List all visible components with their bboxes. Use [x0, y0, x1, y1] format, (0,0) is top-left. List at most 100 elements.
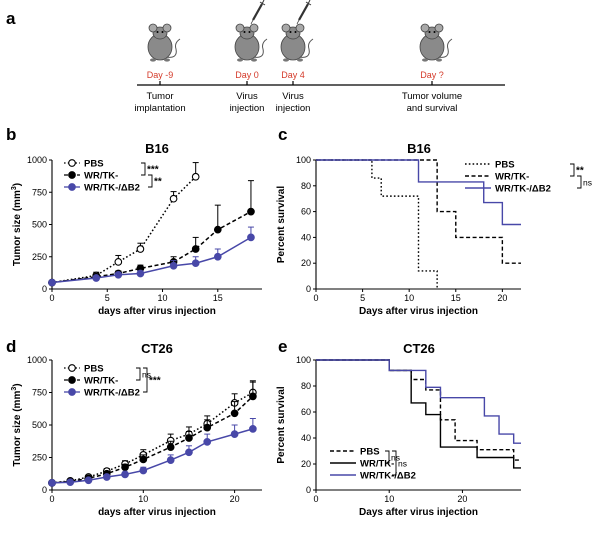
x-tick-label: 15 — [213, 293, 223, 303]
bracket-line — [392, 450, 397, 476]
y-tick-label: 100 — [296, 355, 311, 365]
timeline-desc: injection — [276, 103, 311, 114]
significance-label: *** — [147, 165, 159, 176]
y-axis-label: Tumor size (mm3) — [11, 383, 23, 466]
data-point — [191, 245, 200, 253]
y-axis-label: Percent survival — [276, 186, 287, 263]
series-wr-tk-b2 — [48, 418, 257, 487]
x-tick-label: 5 — [360, 293, 365, 303]
chart-title: CT26 — [141, 341, 173, 356]
significance-bracket: ns — [136, 367, 151, 381]
mouse-foot — [436, 58, 442, 62]
timeline-desc: injection — [230, 103, 265, 114]
x-tick-label: 15 — [451, 293, 461, 303]
series-line — [316, 159, 521, 226]
data-point — [102, 473, 111, 481]
syringe-icon — [250, 0, 266, 25]
y-axis-label: Percent survival — [276, 386, 287, 463]
legend-label-wr-tk: WR/TK- — [84, 376, 118, 387]
legend-label-wr-tk-b2: WR/TK-/ΔB2 — [84, 388, 140, 399]
legend-label-pbs: PBS — [84, 364, 104, 375]
data-point — [48, 479, 56, 487]
significance-bracket: ns — [385, 450, 400, 464]
mouse-foot — [150, 58, 156, 62]
legend-marker — [68, 364, 76, 372]
chart-title: B16 — [145, 141, 169, 156]
data-point — [121, 470, 129, 479]
data-point — [203, 438, 212, 446]
x-tick-label: 20 — [457, 494, 467, 504]
mouse-icon — [419, 23, 453, 62]
series-wr-tk — [316, 359, 521, 469]
significance-bracket: ** — [148, 174, 162, 188]
mouse-tail — [298, 38, 314, 58]
y-tick-label: 250 — [32, 453, 47, 463]
series-pbs — [316, 359, 521, 461]
data-point — [121, 463, 129, 472]
panel-label-b: b — [6, 125, 16, 144]
legend-label-wr-tk-b2: WR/TK-/ΔB2 — [84, 183, 140, 194]
series-wr-tk — [316, 159, 521, 264]
mouse-foot — [297, 58, 303, 62]
y-tick-label: 1000 — [27, 155, 47, 165]
significance-label: ns — [142, 370, 151, 380]
y-tick-label: 20 — [301, 459, 311, 469]
series-line — [51, 236, 252, 284]
y-tick-label: 750 — [32, 388, 47, 398]
y-tick-label: 80 — [301, 181, 311, 191]
data-point — [114, 258, 123, 266]
panel-label-a: a — [6, 9, 16, 28]
legend-label-pbs: PBS — [84, 159, 104, 170]
series-line — [316, 159, 521, 264]
y-tick-label: 80 — [301, 381, 311, 391]
mouse-eye — [243, 31, 246, 33]
data-point — [136, 245, 145, 253]
series-line — [51, 210, 252, 284]
data-point — [185, 434, 193, 442]
syringe-needle — [296, 19, 300, 25]
x-tick-label: 0 — [313, 293, 318, 303]
timeline-day-label: Day 4 — [281, 70, 305, 80]
y-tick-label: 60 — [301, 407, 311, 417]
data-point — [230, 430, 239, 438]
x-axis-label: Days after virus injection — [359, 306, 478, 317]
chart-e-survival-ct26: CT26 0 20 40 60 80 100 0 10 20 Days after virus in… — [276, 341, 521, 518]
data-point — [185, 448, 193, 457]
mouse-foot — [164, 58, 170, 62]
syringe-barrel — [252, 3, 263, 21]
mouse-foot — [237, 58, 243, 62]
y-tick-label: 750 — [32, 187, 47, 197]
data-point — [213, 225, 222, 234]
mouse-eye — [156, 31, 159, 33]
bracket-line — [141, 162, 146, 176]
chart-title: CT26 — [403, 341, 435, 356]
data-point — [249, 392, 257, 401]
x-axis-label: days after virus injection — [98, 306, 216, 317]
y-tick-label: 100 — [296, 155, 311, 165]
legend-marker — [68, 376, 76, 384]
y-tick-label: 0 — [306, 485, 311, 495]
timeline-day-label: Day ? — [420, 70, 444, 80]
mouse-eye — [294, 31, 297, 33]
legend-marker — [68, 183, 76, 191]
data-point — [66, 478, 75, 487]
syringe-barrel — [298, 3, 309, 21]
series-line — [316, 359, 521, 461]
significance-label: ns — [391, 453, 400, 463]
syringe-icon — [296, 0, 312, 25]
mouse-eye — [433, 31, 436, 33]
x-axis-label: days after virus injection — [98, 507, 216, 518]
data-point — [48, 278, 56, 287]
legend-label-wr-tk: WR/TK- — [84, 171, 118, 182]
y-axis-label: Tumor size (mm3) — [11, 183, 23, 266]
mouse-eye — [248, 31, 251, 33]
significance-label: ns — [583, 178, 592, 188]
legend-marker — [68, 388, 76, 396]
y-tick-label: 60 — [301, 207, 311, 217]
chart-b-tumor-b16: B16 0 250 500 750 1000 0 5 10 15 days after virus … — [11, 141, 262, 317]
timeline-desc: Tumor — [146, 91, 173, 102]
mouse-tail — [165, 38, 181, 58]
